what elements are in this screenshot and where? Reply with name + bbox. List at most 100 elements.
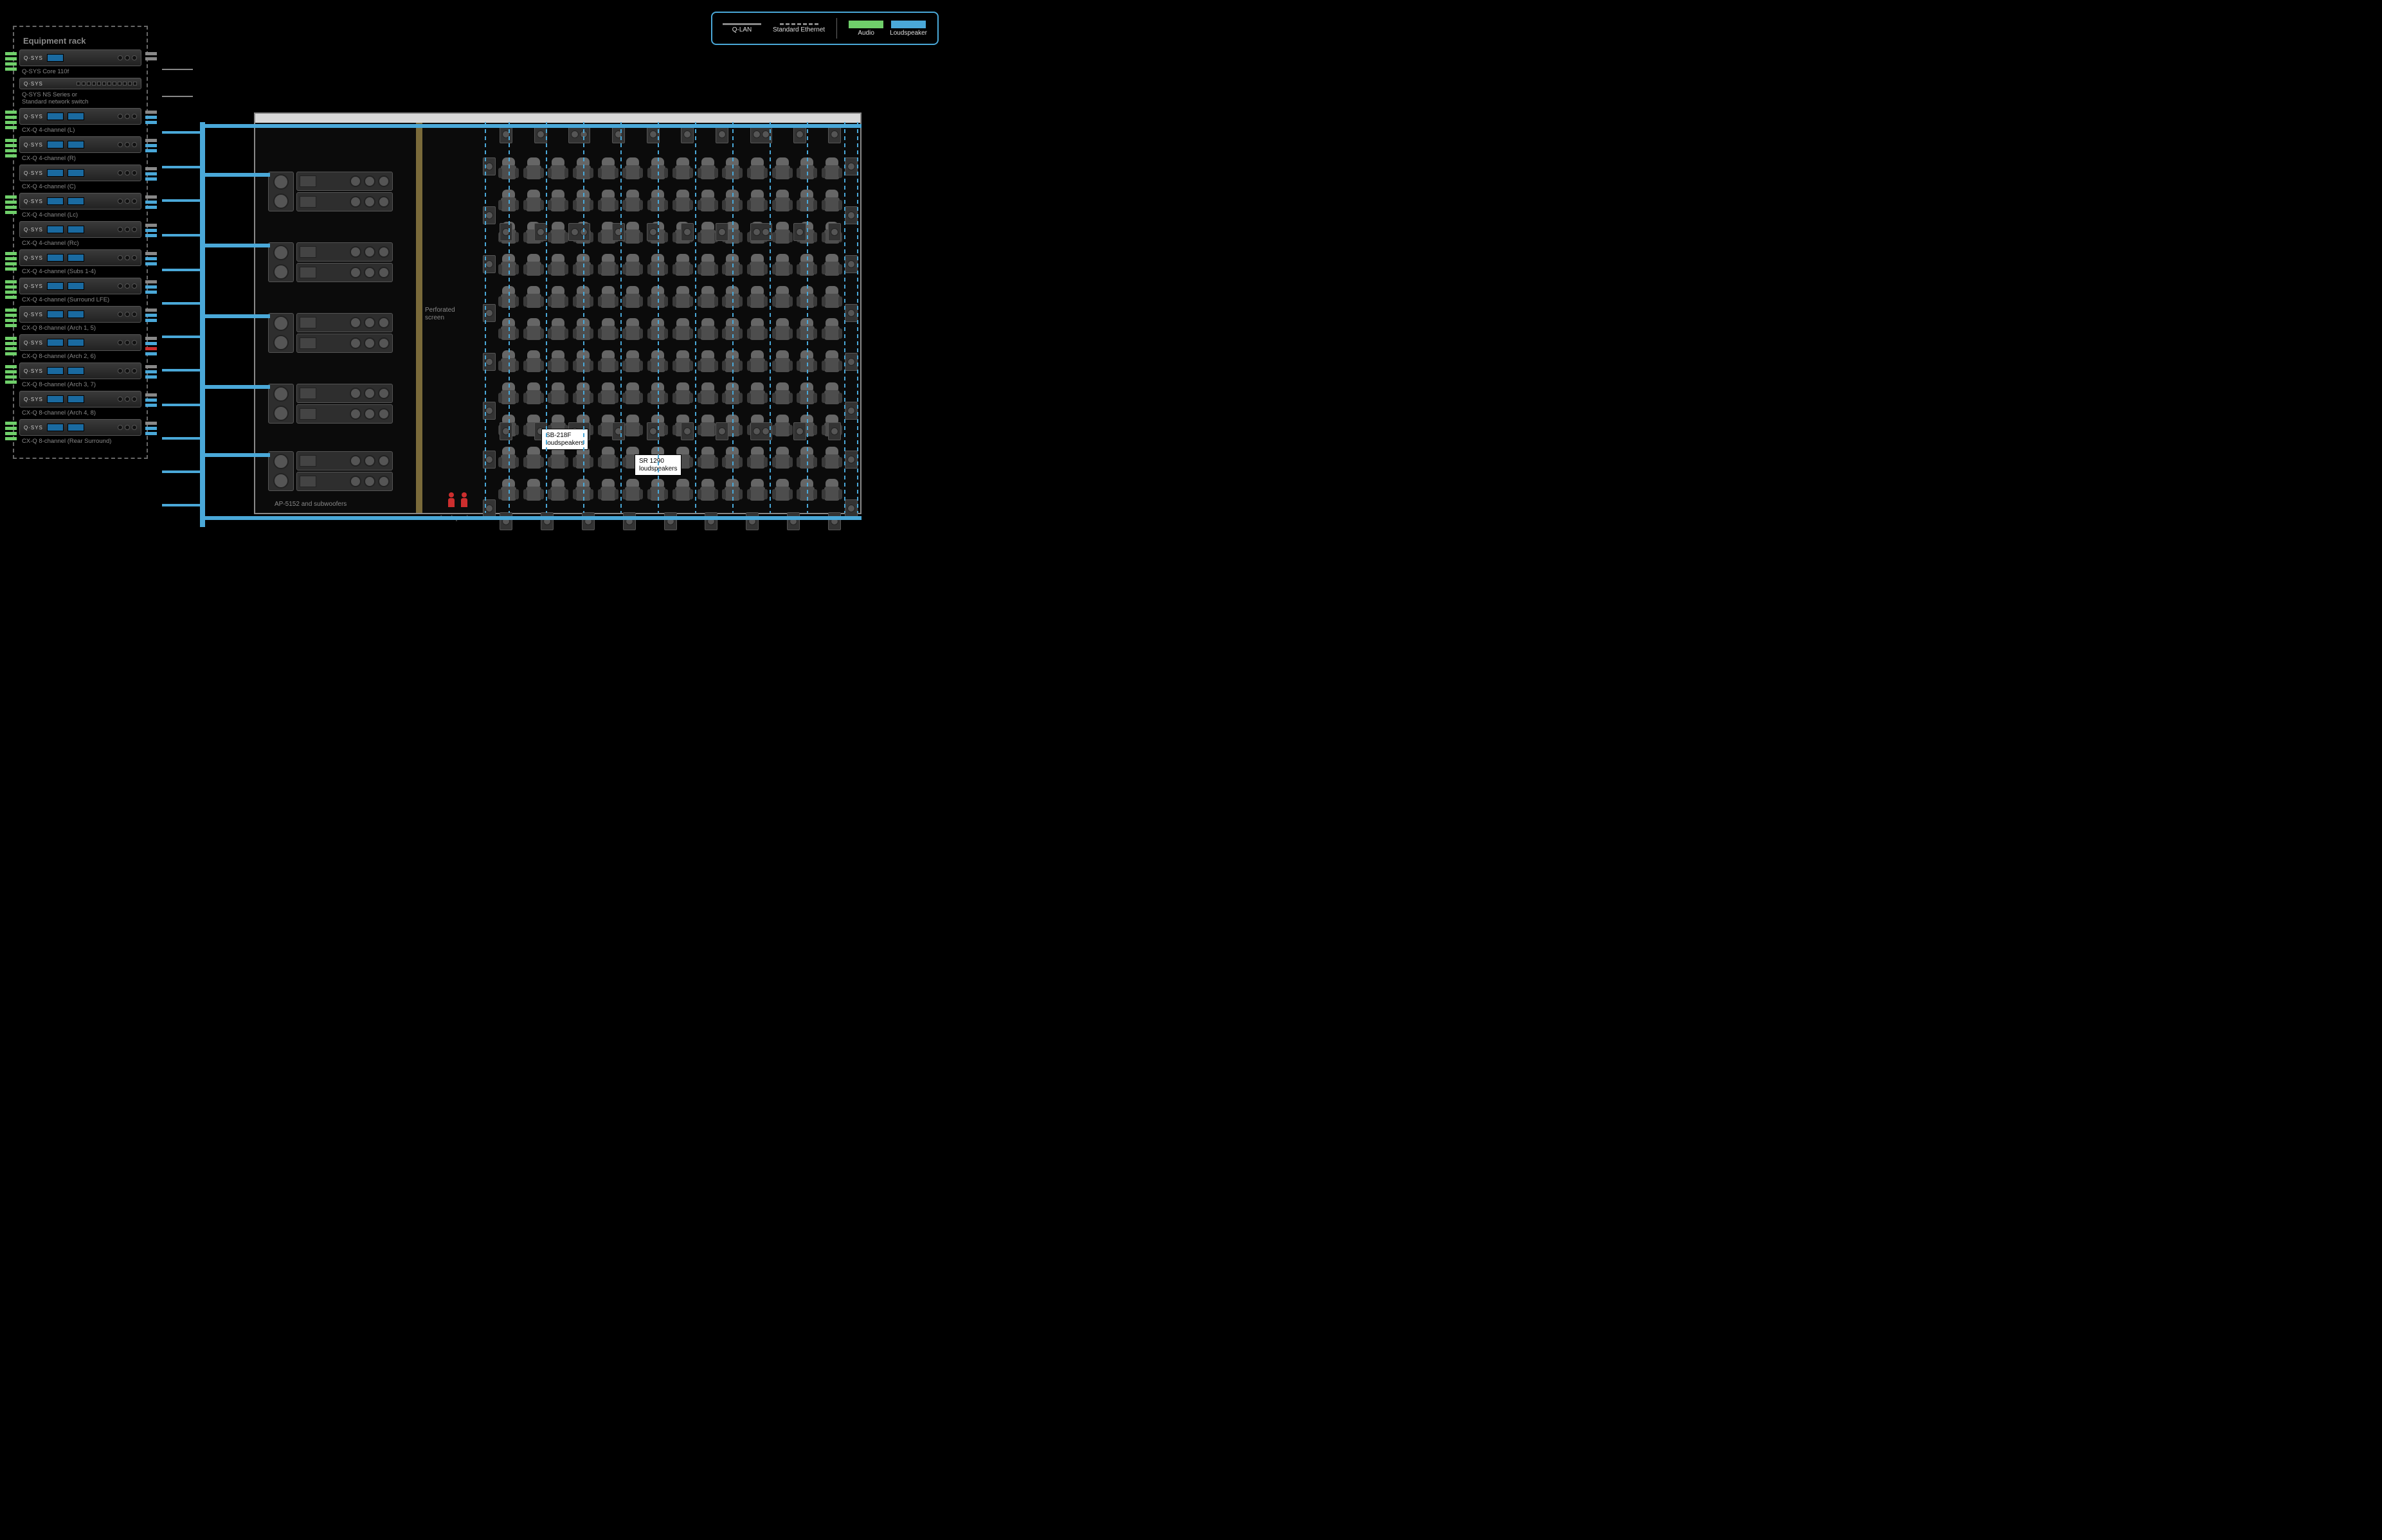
seat (624, 157, 642, 179)
rear-loudspeaker (664, 512, 677, 530)
wall-loudspeaker (845, 353, 858, 371)
seat (748, 318, 766, 340)
seat (798, 286, 816, 308)
seat (823, 318, 841, 340)
seat (574, 190, 592, 211)
seat (699, 190, 717, 211)
seat (798, 447, 816, 469)
seat (574, 382, 592, 404)
screen-loudspeaker (296, 451, 393, 470)
seat (823, 479, 841, 501)
wall-loudspeaker (483, 451, 496, 469)
person-icon (460, 492, 469, 512)
seat (748, 286, 766, 308)
rack-unit-amp8: Q·SYSCX-Q 8-channel (Arch 1, 5) (19, 306, 141, 332)
seat (624, 254, 642, 276)
rear-loudspeaker (623, 512, 636, 530)
ceiling-loudspeaker (793, 422, 806, 440)
ceiling-loudspeaker (828, 223, 841, 241)
seat (525, 286, 543, 308)
seat (525, 318, 543, 340)
seat (500, 286, 518, 308)
wall-loudspeaker (845, 206, 858, 224)
amplifier-device: Q·SYS (19, 108, 141, 125)
seat (798, 254, 816, 276)
seat (500, 447, 518, 469)
rack-unit-label: CX-Q 8-channel (Arch 1, 5) (22, 325, 141, 332)
rack-unit-amp11: Q·SYSCX-Q 8-channel (Arch 4, 8) (19, 391, 141, 416)
seat (699, 350, 717, 372)
seat (723, 447, 741, 469)
ceiling-loudspeaker (716, 223, 728, 241)
seat (624, 318, 642, 340)
seat (674, 318, 692, 340)
ceiling-loudspeaker (828, 125, 841, 143)
seat-row (500, 157, 841, 179)
seat (674, 350, 692, 372)
seat (599, 190, 617, 211)
ceiling-sub (568, 223, 590, 241)
seat (699, 254, 717, 276)
network-switch-device: Q·SYS (19, 78, 141, 89)
screen-speaker-stack (268, 313, 393, 353)
amplifier-device: Q·SYS (19, 334, 141, 351)
rear-loudspeaker (705, 512, 717, 530)
seat (500, 479, 518, 501)
seat (599, 286, 617, 308)
ceiling-loudspeaker (716, 422, 728, 440)
rear-loudspeaker (500, 512, 512, 530)
seat (723, 318, 741, 340)
ceiling-loudspeaker (681, 223, 694, 241)
legend-ethernet: Standard Ethernet (773, 23, 825, 33)
seat (500, 190, 518, 211)
seat (699, 479, 717, 501)
seat (723, 350, 741, 372)
seat (649, 318, 667, 340)
seat (723, 157, 741, 179)
seat (723, 286, 741, 308)
seat (574, 447, 592, 469)
ceiling-loudspeaker (612, 422, 625, 440)
seat (649, 350, 667, 372)
wall-loudspeaker (483, 157, 496, 175)
legend-qlan: Q-LAN (723, 23, 761, 33)
seat-row (500, 350, 841, 372)
audio-in-ports (5, 252, 17, 271)
audio-in-ports (5, 280, 17, 299)
ceiling-loudspeaker (500, 422, 512, 440)
seat (773, 350, 791, 372)
ceiling-sub (750, 125, 772, 143)
ceiling-loudspeaker (647, 422, 660, 440)
rack-unit-amp3: Q·SYSCX-Q 4-channel (C) (19, 165, 141, 190)
rack-unit-label: CX-Q 4-channel (C) (22, 183, 141, 190)
core-device: Q·SYS (19, 49, 141, 66)
seat (798, 350, 816, 372)
subwoofer (268, 313, 294, 353)
seat (649, 479, 667, 501)
rack-unit-core: Q·SYSQ-SYS Core 110f (19, 49, 141, 75)
rack-unit-label: Q-SYS NS Series orStandard network switc… (22, 91, 141, 105)
seat (773, 447, 791, 469)
seat (798, 190, 816, 211)
rack-unit-label: CX-Q 8-channel (Arch 4, 8) (22, 409, 141, 416)
rack-unit-label: CX-Q 4-channel (Subs 1-4) (22, 268, 141, 275)
rear-wall-row (500, 512, 841, 530)
ceiling-loudspeaker (500, 125, 512, 143)
rack-unit-label: CX-Q 4-channel (R) (22, 155, 141, 162)
seat (549, 190, 567, 211)
seat (773, 318, 791, 340)
wall-loudspeaker (483, 353, 496, 371)
audio-in-ports (5, 337, 17, 355)
seat (649, 254, 667, 276)
audio-in-ports (5, 309, 17, 327)
seat (699, 157, 717, 179)
seat (649, 157, 667, 179)
seat (599, 318, 617, 340)
seat (674, 286, 692, 308)
legend-loudspeaker-label: Loudspeaker (890, 30, 927, 37)
callout-sr1290: SR 1290loudspeakers (635, 454, 681, 476)
seat (773, 382, 791, 404)
rack-unit-label: CX-Q 4-channel (Rc) (22, 240, 141, 247)
wall-left-column (483, 157, 496, 517)
seat (699, 447, 717, 469)
